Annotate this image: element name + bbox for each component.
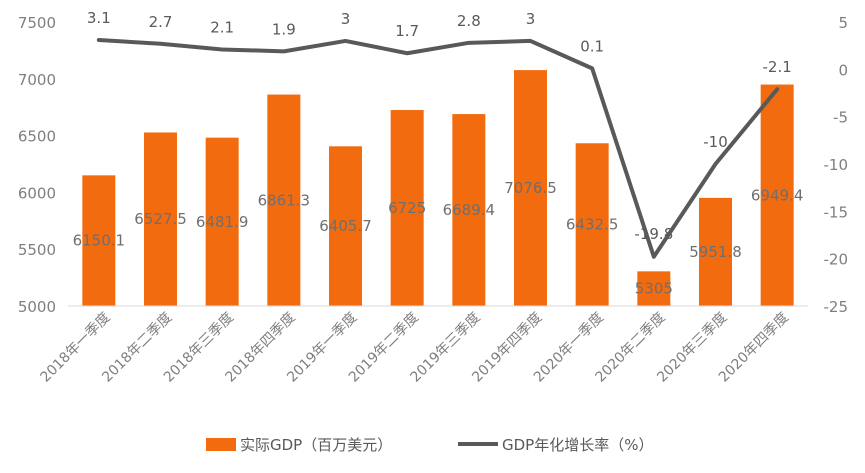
- right-tick-label: -20: [824, 251, 849, 269]
- legend-label-line: GDP年化增长率（%）: [502, 436, 653, 454]
- bar: [267, 94, 301, 306]
- right-tick-label: -25: [824, 298, 849, 316]
- bar-data-label: 5305: [635, 280, 673, 298]
- bar: [390, 110, 424, 306]
- legend: 实际GDP（百万美元） GDP年化增长率（%）: [206, 436, 653, 454]
- bar-data-label: 5951.8: [689, 243, 742, 261]
- line-data-label: 2.8: [457, 12, 481, 30]
- left-tick-label: 5000: [18, 298, 56, 316]
- left-axis: 5000 5500 6000 6500 7000 7500: [18, 14, 56, 316]
- left-tick-label: 6500: [18, 128, 56, 146]
- bar-series: [82, 70, 794, 307]
- bar: [205, 137, 239, 306]
- line-data-label: 3: [341, 10, 351, 28]
- bar-data-label: 6949.4: [751, 186, 804, 204]
- bar: [452, 114, 486, 306]
- legend-swatch-bar: [206, 438, 236, 451]
- bar-data-label: 6527.5: [134, 210, 187, 228]
- line-data-label: 2.7: [149, 13, 173, 31]
- line-data-label: 3.1: [87, 9, 111, 27]
- bar: [575, 143, 609, 306]
- line-data-label: 1.7: [395, 22, 419, 40]
- bar-data-label: 6405.7: [319, 217, 372, 235]
- bar-data-label: 6150.1: [73, 232, 126, 250]
- right-tick-label: -5: [833, 109, 848, 127]
- bar-data-label: 6432.5: [566, 216, 619, 234]
- left-tick-label: 5500: [18, 241, 56, 259]
- right-tick-label: 0: [838, 61, 848, 79]
- bar-data-label: 6861.3: [258, 191, 311, 209]
- bar: [329, 146, 362, 306]
- bar-data-label: 6481.9: [196, 213, 249, 231]
- line-series: [96, 37, 780, 259]
- bar-labels: 6150.1 6527.5 6481.9 6861.3 6405.7 6725 6689.4…: [73, 179, 804, 298]
- line-data-label: -2.1: [763, 58, 792, 76]
- bar: [82, 175, 116, 306]
- right-tick-label: -15: [824, 203, 849, 221]
- bar-data-label: 6689.4: [443, 201, 496, 219]
- line-data-label: 0.1: [580, 37, 604, 55]
- right-tick-label: -10: [824, 156, 849, 174]
- line-data-label: -10: [703, 133, 728, 151]
- line-data-label: 1.9: [272, 20, 296, 38]
- line-data-label: 3: [526, 10, 536, 28]
- right-tick-label: 5: [838, 14, 848, 32]
- bar-data-label: 7076.5: [504, 179, 557, 197]
- bar: [699, 197, 732, 306]
- line-data-label: 2.1: [210, 18, 234, 36]
- left-tick-label: 7000: [18, 71, 56, 89]
- bar-data-label: 6725: [388, 199, 426, 217]
- legend-label-bar: 实际GDP（百万美元）: [240, 436, 392, 454]
- bar: [760, 84, 794, 306]
- line-labels: 3.1 2.7 2.1 1.9 3 1.7 2.8 3 0.1 -19.8 -10 -2.1: [87, 9, 792, 243]
- bar: [637, 271, 671, 306]
- x-axis-labels: 2018年一季度2018年二季度2018年三季度2018年四季度2019年一季度…: [38, 310, 792, 386]
- bar: [144, 132, 177, 306]
- bar: [514, 70, 547, 307]
- left-tick-label: 6000: [18, 184, 56, 202]
- growth-line: [96, 37, 780, 259]
- right-axis: 5 0 -5 -10 -15 -20 -25: [824, 14, 849, 316]
- left-tick-label: 7500: [18, 14, 56, 32]
- line-data-label: -19.8: [634, 225, 673, 243]
